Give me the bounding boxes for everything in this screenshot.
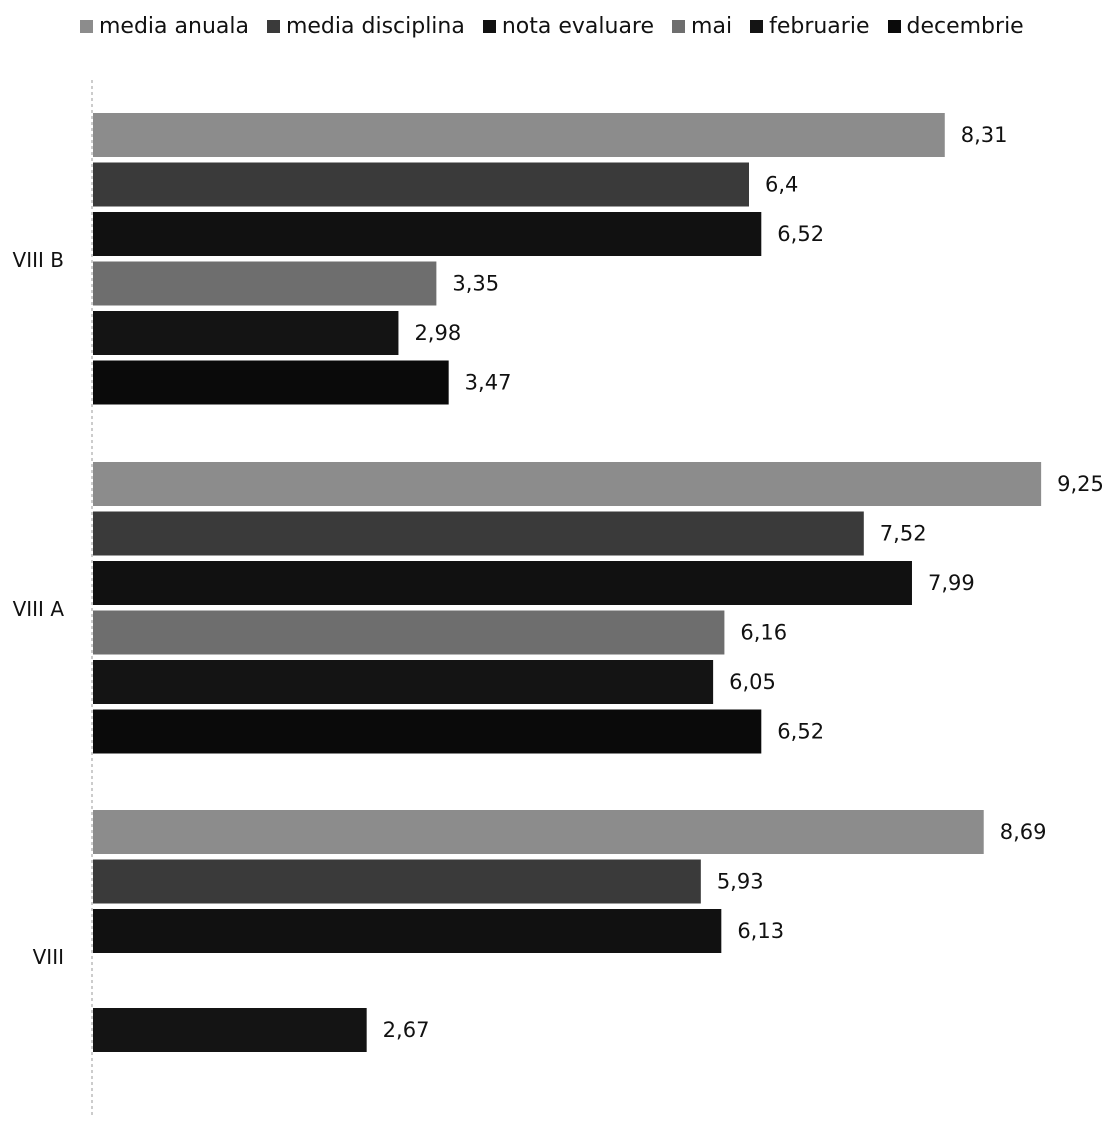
bar bbox=[93, 462, 1042, 506]
legend-label: februarie bbox=[769, 14, 870, 39]
legend-swatch bbox=[887, 20, 901, 33]
data-label: 9,25 bbox=[1057, 472, 1104, 496]
data-label: 6,52 bbox=[777, 720, 824, 744]
legend-item: decembrie bbox=[887, 14, 1024, 39]
category-label: VIII bbox=[33, 945, 64, 969]
data-label: 7,52 bbox=[880, 522, 927, 546]
data-label: 3,47 bbox=[465, 371, 512, 395]
legend-label: mai bbox=[691, 14, 733, 39]
category-label: VIII B bbox=[13, 248, 64, 272]
data-label: 6,05 bbox=[729, 670, 776, 694]
bar bbox=[93, 162, 749, 207]
legend-item: februarie bbox=[750, 14, 870, 39]
legend-label: nota evaluare bbox=[501, 14, 655, 39]
bar bbox=[93, 561, 912, 605]
legend-swatch bbox=[482, 20, 496, 33]
legend-item: nota evaluare bbox=[482, 14, 655, 39]
legend: media anuala media disciplina nota evaluar… bbox=[80, 14, 1024, 39]
legend-swatch bbox=[80, 20, 93, 33]
bar bbox=[93, 311, 399, 355]
data-label: 6,52 bbox=[777, 222, 824, 246]
bar bbox=[93, 261, 437, 306]
bar bbox=[93, 909, 722, 953]
data-label: 6,16 bbox=[740, 621, 787, 645]
legend-item: media anuala bbox=[80, 14, 249, 39]
data-label: 8,69 bbox=[1000, 820, 1047, 844]
legend-swatch bbox=[266, 20, 280, 33]
bar bbox=[93, 709, 762, 754]
data-label: 3,35 bbox=[452, 272, 499, 296]
data-label: 7,99 bbox=[928, 571, 975, 595]
legend-swatch bbox=[750, 20, 764, 33]
legend-label: media disciplina bbox=[285, 14, 465, 39]
bar bbox=[93, 859, 701, 904]
data-label: 2,67 bbox=[383, 1018, 430, 1042]
category-label: VIII A bbox=[13, 597, 65, 621]
data-label: 2,98 bbox=[414, 321, 461, 345]
legend-item: mai bbox=[672, 14, 732, 39]
legend-item: media disciplina bbox=[266, 14, 465, 39]
bar bbox=[93, 360, 449, 405]
data-label: 6,4 bbox=[765, 173, 798, 197]
data-label: 5,93 bbox=[717, 870, 764, 894]
bar bbox=[93, 212, 762, 256]
data-label: 6,13 bbox=[737, 919, 784, 943]
legend-swatch bbox=[672, 20, 686, 33]
bar bbox=[93, 660, 714, 704]
legend-label: media anuala bbox=[99, 14, 249, 39]
bar bbox=[93, 810, 984, 854]
data-label: 8,31 bbox=[961, 123, 1008, 147]
bar bbox=[93, 113, 945, 157]
legend-label: decembrie bbox=[906, 14, 1024, 39]
bar bbox=[93, 1008, 367, 1052]
bar bbox=[93, 610, 725, 655]
bar bbox=[93, 511, 864, 556]
